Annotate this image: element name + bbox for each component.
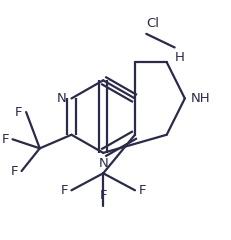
Text: N: N [98,157,108,170]
Text: H: H [174,51,184,64]
Text: N: N [57,92,67,105]
Text: Cl: Cl [146,18,159,30]
Text: F: F [60,184,68,197]
Text: F: F [138,184,145,197]
Text: F: F [99,189,106,202]
Text: F: F [15,106,23,119]
Text: F: F [11,164,18,178]
Text: F: F [2,133,9,146]
Text: NH: NH [190,92,209,105]
